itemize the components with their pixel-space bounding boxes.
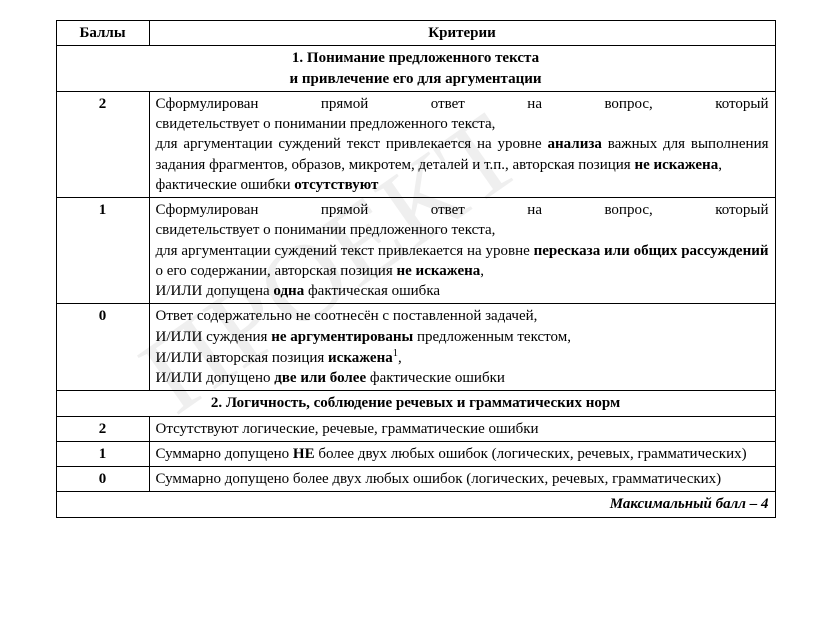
text-span: , (398, 350, 402, 366)
points-value: 0 (99, 308, 107, 324)
criteria-line: И/ИЛИ авторская позиция искажена1, (156, 347, 769, 368)
points-cell-0b: 0 (56, 467, 149, 492)
table-row: 1 Суммарно допущено НЕ более двух любых … (56, 441, 775, 466)
text-span: фактические ошибки (366, 370, 505, 386)
section1-title: 1. Понимание предложенного текста и прив… (56, 46, 775, 92)
bold-span: не искажена (397, 263, 481, 279)
criteria-cell: Сформулирован прямой ответ на вопрос, ко… (149, 198, 775, 304)
text-span: , (718, 157, 722, 173)
criteria-cell: Ответ содержательно не соотнесён с поста… (149, 304, 775, 391)
points-value: 1 (99, 446, 107, 462)
points-cell-1b: 1 (56, 441, 149, 466)
section1-title-line2: и привлечение его для аргументации (289, 71, 541, 87)
bold-span: не искажена (634, 157, 718, 173)
text-span: И/ИЛИ допущено (156, 370, 275, 386)
criteria-line: фактические ошибки отсутствуют (156, 175, 769, 195)
text-span: о его содержании, авторская позиция (156, 263, 397, 279)
text-span: И/ИЛИ авторская позиция (156, 350, 329, 366)
points-cell-2a: 2 (56, 91, 149, 197)
points-value: 2 (99, 96, 107, 112)
points-value: 0 (99, 471, 107, 487)
criteria-line: Сформулирован прямой ответ на вопрос, ко… (156, 200, 769, 241)
bold-span: анализа (548, 136, 602, 152)
table-row: 2 Сформулирован прямой ответ на вопрос, … (56, 91, 775, 197)
points-value: 1 (99, 202, 107, 218)
text-span: для аргументации суждений текст привлека… (156, 136, 548, 152)
bold-span: искажена (328, 350, 393, 366)
bold-span: не аргументированы (271, 329, 413, 345)
text-span: для аргументации суждений текст привлека… (156, 243, 534, 259)
points-value: 2 (99, 421, 107, 437)
criteria-line: И/ИЛИ допущено две или более фактические… (156, 368, 769, 388)
criteria-line: для аргументации суждений текст привлека… (156, 134, 769, 175)
table-row: 2 Отсутствуют логические, речевые, грамм… (56, 416, 775, 441)
max-score-cell: Максимальный балл – 4 (56, 492, 775, 517)
table-row: 1 Сформулирован прямой ответ на вопрос, … (56, 198, 775, 304)
header-row: Баллы Критерии (56, 21, 775, 46)
criteria-line: И/ИЛИ допущена одна фактическая ошибка (156, 281, 769, 301)
table-row: 0 Ответ содержательно не соотнесён с пос… (56, 304, 775, 391)
header-points: Баллы (56, 21, 149, 46)
points-cell-2b: 2 (56, 416, 149, 441)
bold-span: одна (273, 283, 304, 299)
criteria-cell: Суммарно допущено НЕ более двух любых ош… (149, 441, 775, 466)
text-span: более двух любых ошибок (логических, реч… (315, 446, 747, 462)
points-cell-0a: 0 (56, 304, 149, 391)
bold-span: НЕ (293, 446, 315, 462)
criteria-line: для аргументации суждений текст привлека… (156, 241, 769, 282)
max-score-row: Максимальный балл – 4 (56, 492, 775, 517)
section1-header-row: 1. Понимание предложенного текста и прив… (56, 46, 775, 92)
section2-title: 2. Логичность, соблюдение речевых и грам… (56, 391, 775, 416)
text-span: фактические ошибки (156, 177, 295, 193)
section2-header-row: 2. Логичность, соблюдение речевых и грам… (56, 391, 775, 416)
text-span: предложенным текстом, (413, 329, 571, 345)
text-span: И/ИЛИ допущена (156, 283, 274, 299)
criteria-cell: Отсутствуют логические, речевые, граммат… (149, 416, 775, 441)
text-span: Суммарно допущено (156, 446, 293, 462)
text-span: И/ИЛИ суждения (156, 329, 272, 345)
criteria-line: Ответ содержательно не соотнесён с поста… (156, 306, 769, 326)
table-row: 0 Суммарно допущено более двух любых оши… (56, 467, 775, 492)
criteria-cell: Сформулирован прямой ответ на вопрос, ко… (149, 91, 775, 197)
criteria-table: Баллы Критерии 1. Понимание предложенног… (56, 20, 776, 518)
text-span: , (480, 263, 484, 279)
header-criteria: Критерии (149, 21, 775, 46)
points-cell-1a: 1 (56, 198, 149, 304)
section1-title-line1: 1. Понимание предложенного текста (292, 50, 539, 66)
criteria-line: Сформулирован прямой ответ на вопрос, ко… (156, 94, 769, 135)
text-span: фактическая ошибка (304, 283, 440, 299)
criteria-line: И/ИЛИ суждения не аргументированы предло… (156, 327, 769, 347)
criteria-cell: Суммарно допущено более двух любых ошибо… (149, 467, 775, 492)
bold-span: отсутствуют (294, 177, 378, 193)
bold-span: две или более (274, 370, 366, 386)
bold-span: пересказа или общих рассуждений (534, 243, 769, 259)
